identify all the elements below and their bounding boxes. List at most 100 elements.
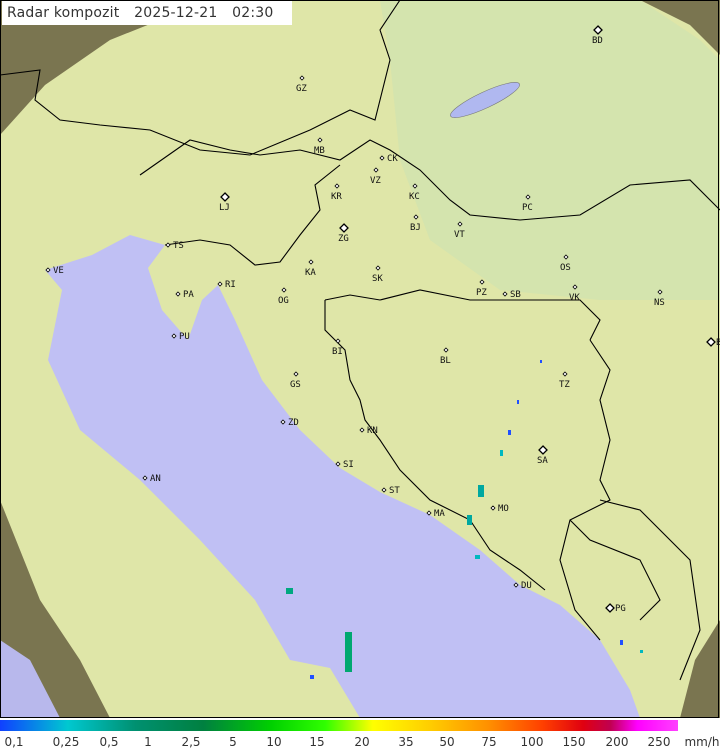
city-label: SB — [510, 290, 521, 300]
legend-label: 150 — [562, 735, 586, 749]
city-pg: PG — [605, 603, 626, 614]
title-date: 2025-12-21 — [134, 5, 218, 21]
city-label: BL — [440, 356, 451, 366]
city-label: BD — [592, 36, 603, 46]
rain-echo — [286, 588, 293, 594]
city-label: VK — [569, 293, 580, 303]
city-vt: VT — [454, 221, 465, 240]
city-label: CK — [387, 154, 398, 164]
city-marker-icon — [317, 137, 323, 143]
city-label: SK — [372, 274, 383, 284]
city-marker-icon — [281, 287, 287, 293]
city-os: OS — [560, 254, 571, 273]
rain-echo — [478, 485, 484, 497]
map-frame — [0, 0, 719, 718]
rain-echo — [467, 515, 472, 525]
legend-label: 5 — [229, 735, 237, 749]
city-marker-icon — [593, 25, 603, 35]
city-marker-icon — [175, 291, 181, 297]
legend-labels: 0,1 0,25 0,5 1 2,5 5 10 15 20 35 50 75 1… — [0, 735, 720, 751]
adriatic-sea — [45, 235, 640, 718]
city-label: ZD — [288, 418, 299, 428]
city-marker-icon — [335, 461, 341, 467]
title-text: Radar kompozit — [7, 5, 120, 21]
legend-label: 0,25 — [52, 735, 80, 749]
city-marker-icon — [171, 333, 177, 339]
precipitation-color-scale — [0, 720, 678, 731]
city-mb: MB — [314, 137, 325, 156]
city-marker-icon — [426, 510, 432, 516]
city-marker-icon — [142, 475, 148, 481]
city-marker-icon — [217, 281, 223, 287]
city-marker-icon — [359, 427, 365, 433]
city-label: MB — [314, 146, 325, 156]
city-marker-icon — [513, 582, 519, 588]
city-marker-icon — [299, 75, 305, 81]
city-zg: ZG — [338, 223, 349, 244]
city-bl: BL — [440, 347, 451, 366]
city-marker-icon — [457, 221, 463, 227]
city-label: MO — [498, 504, 509, 514]
legend-label: 200 — [605, 735, 629, 749]
city-marker-icon — [165, 242, 171, 248]
city-marker-icon — [308, 259, 314, 265]
rain-echo — [345, 632, 352, 672]
city-label: BG — [716, 338, 720, 348]
city-marker-icon — [572, 284, 578, 290]
city-mo: MO — [490, 504, 509, 514]
city-marker-icon — [562, 371, 568, 377]
legend-label: 75 — [481, 735, 497, 749]
rain-echo — [640, 650, 643, 653]
city-ka: KA — [305, 259, 316, 278]
city-label: MA — [434, 509, 445, 519]
city-ns: NS — [654, 289, 665, 308]
legend-label: 250 — [647, 735, 671, 749]
city-marker-icon — [280, 419, 286, 425]
city-label: AN — [150, 474, 161, 484]
legend-label: 1 — [144, 735, 152, 749]
radar-map[interactable]: GZ BD MB CK VZ KR KC LJ PC BJ VT ZG TS OS VE RI KA SK PA OG… — [0, 0, 720, 718]
city-label: ZG — [338, 234, 349, 244]
city-ma: MA — [426, 509, 445, 519]
city-vz: VZ — [370, 167, 381, 186]
city-ri: RI — [217, 280, 236, 290]
legend-unit: mm/h — [684, 735, 720, 749]
city-vk: VK — [569, 284, 580, 303]
city-marker-icon — [538, 445, 548, 455]
city-marker-icon — [413, 214, 419, 220]
city-ck: CK — [379, 154, 398, 164]
city-label: RI — [225, 280, 236, 290]
city-bi: BI — [332, 338, 343, 357]
city-marker-icon — [605, 603, 615, 613]
city-label: KC — [409, 192, 420, 202]
city-markers: GZ BD MB CK VZ KR KC LJ PC BJ VT ZG TS OS VE RI KA SK PA OG… — [45, 25, 720, 614]
city-pu: PU — [171, 332, 190, 342]
city-marker-icon — [490, 505, 496, 511]
city-marker-icon — [502, 291, 508, 297]
legend-label: 50 — [439, 735, 455, 749]
city-label: KN — [367, 426, 378, 436]
city-label: VT — [454, 230, 465, 240]
map-title: Radar kompozit 2025-12-21 02:30 — [2, 1, 292, 25]
city-label: OS — [560, 263, 571, 273]
city-st: ST — [381, 486, 400, 496]
city-label: PU — [179, 332, 190, 342]
city-marker-icon — [479, 279, 485, 285]
city-marker-icon — [375, 265, 381, 271]
city-label: PZ — [476, 288, 487, 298]
lake-balaton — [450, 82, 520, 118]
city-an: AN — [142, 474, 161, 484]
city-marker-icon — [335, 338, 341, 344]
city-label: KR — [331, 192, 342, 202]
city-marker-icon — [373, 167, 379, 173]
city-label: GZ — [296, 84, 307, 94]
city-sa: SA — [537, 445, 548, 466]
city-kc: KC — [409, 183, 420, 202]
title-time: 02:30 — [232, 5, 274, 21]
rain-echo — [500, 450, 503, 456]
city-marker-icon — [525, 194, 531, 200]
city-marker-icon — [334, 183, 340, 189]
rain-echo — [508, 430, 511, 435]
city-label: BI — [332, 347, 343, 357]
legend-label: 15 — [309, 735, 325, 749]
